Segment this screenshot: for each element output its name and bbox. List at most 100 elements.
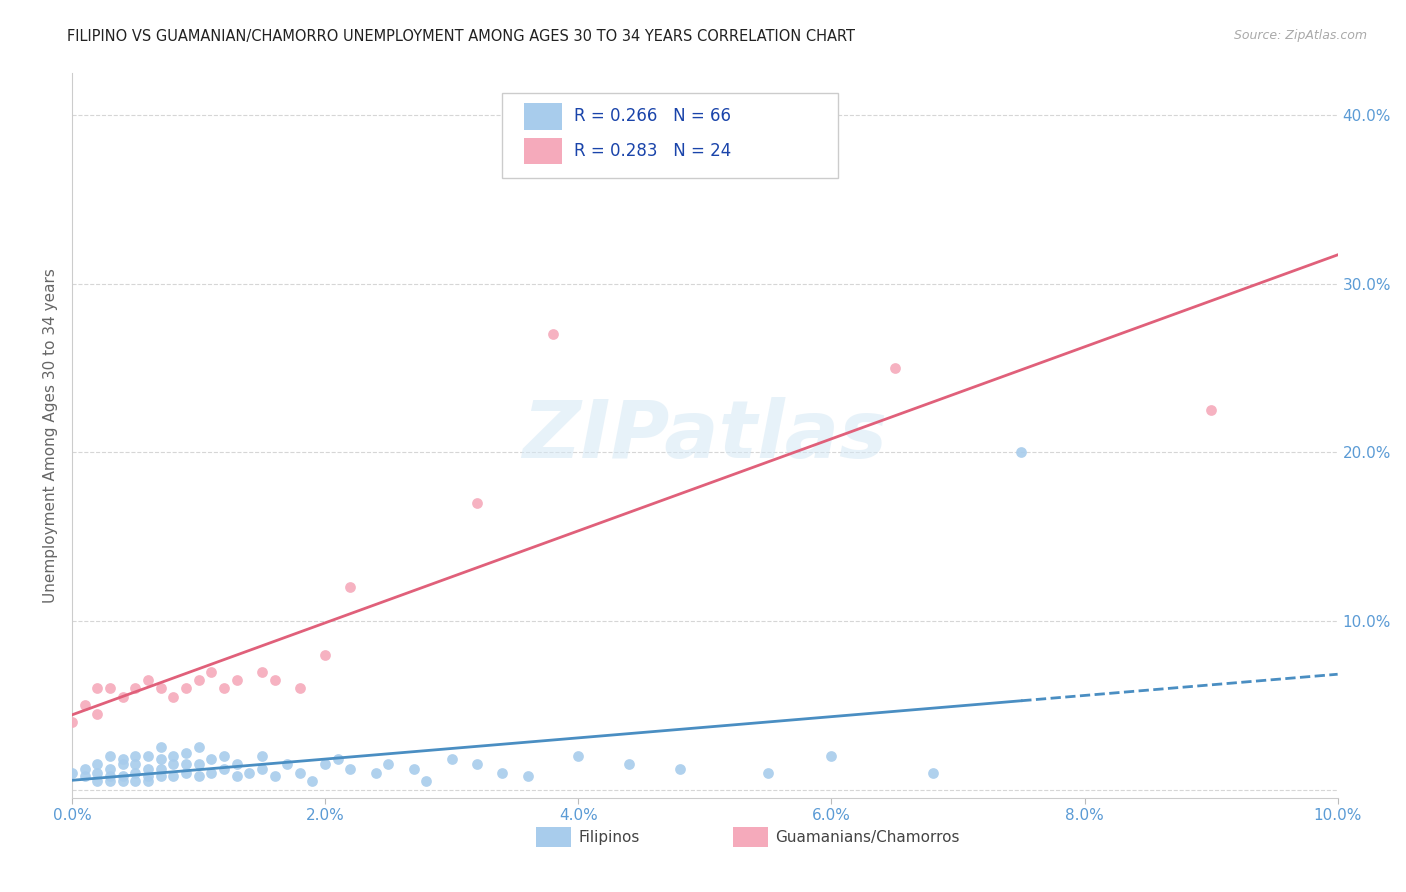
Point: [339, 580, 361, 594]
Point: [86, 706, 108, 721]
Text: R = 0.266   N = 66: R = 0.266 N = 66: [575, 107, 731, 126]
Point: [86, 765, 108, 780]
FancyBboxPatch shape: [502, 93, 838, 178]
Point: [567, 748, 589, 763]
Text: R = 0.283   N = 24: R = 0.283 N = 24: [575, 142, 731, 160]
Point: [149, 763, 172, 777]
Text: ZIPatlas: ZIPatlas: [522, 397, 887, 475]
Point: [1199, 403, 1222, 417]
Point: [314, 648, 336, 662]
Point: [86, 757, 108, 772]
Bar: [524, 103, 562, 129]
Point: [200, 752, 222, 766]
Point: [98, 774, 121, 789]
Point: [225, 673, 247, 687]
Point: [187, 769, 209, 783]
Point: [668, 763, 690, 777]
Point: [314, 757, 336, 772]
Text: Filipinos: Filipinos: [578, 830, 640, 845]
Point: [491, 765, 513, 780]
Point: [276, 757, 298, 772]
Point: [187, 673, 209, 687]
Point: [617, 757, 640, 772]
Point: [149, 752, 172, 766]
Point: [73, 763, 96, 777]
Point: [377, 757, 399, 772]
Point: [124, 774, 146, 789]
Point: [402, 763, 425, 777]
Point: [288, 681, 311, 696]
Point: [187, 757, 209, 772]
Point: [86, 681, 108, 696]
Point: [60, 765, 83, 780]
Point: [541, 327, 564, 342]
Point: [212, 681, 235, 696]
Point: [98, 748, 121, 763]
Point: [136, 769, 159, 783]
Point: [820, 748, 842, 763]
Point: [111, 774, 134, 789]
Point: [174, 746, 197, 760]
Point: [174, 765, 197, 780]
Point: [60, 715, 83, 730]
Point: [124, 748, 146, 763]
Point: [86, 774, 108, 789]
Point: [98, 681, 121, 696]
Bar: [536, 828, 571, 847]
Point: [225, 757, 247, 772]
Text: FILIPINO VS GUAMANIAN/CHAMORRO UNEMPLOYMENT AMONG AGES 30 TO 34 YEARS CORRELATIO: FILIPINO VS GUAMANIAN/CHAMORRO UNEMPLOYM…: [67, 29, 855, 44]
Point: [98, 769, 121, 783]
Point: [111, 690, 134, 704]
Point: [136, 748, 159, 763]
Point: [212, 748, 235, 763]
Point: [149, 681, 172, 696]
Point: [111, 769, 134, 783]
Point: [111, 752, 134, 766]
Point: [124, 765, 146, 780]
Point: [149, 740, 172, 755]
Point: [288, 765, 311, 780]
Point: [124, 757, 146, 772]
Bar: [733, 828, 768, 847]
Point: [364, 765, 387, 780]
Point: [415, 774, 437, 789]
Point: [111, 757, 134, 772]
Point: [200, 665, 222, 679]
Y-axis label: Unemployment Among Ages 30 to 34 years: Unemployment Among Ages 30 to 34 years: [44, 268, 58, 603]
Point: [124, 681, 146, 696]
Bar: [524, 137, 562, 163]
Point: [212, 763, 235, 777]
Point: [73, 698, 96, 713]
Point: [440, 752, 463, 766]
Point: [149, 769, 172, 783]
Point: [136, 774, 159, 789]
Point: [301, 774, 323, 789]
Point: [174, 757, 197, 772]
Point: [187, 740, 209, 755]
Point: [162, 748, 184, 763]
Point: [1010, 445, 1032, 459]
Point: [263, 673, 285, 687]
Text: Guamanians/Chamorros: Guamanians/Chamorros: [775, 830, 960, 845]
Point: [136, 673, 159, 687]
Text: Source: ZipAtlas.com: Source: ZipAtlas.com: [1233, 29, 1367, 42]
Point: [200, 765, 222, 780]
Point: [883, 361, 905, 376]
Point: [162, 757, 184, 772]
Point: [238, 765, 260, 780]
Point: [465, 757, 488, 772]
Point: [98, 763, 121, 777]
Point: [174, 681, 197, 696]
Point: [162, 690, 184, 704]
Point: [516, 769, 538, 783]
Point: [136, 763, 159, 777]
Point: [263, 769, 285, 783]
Point: [756, 765, 779, 780]
Point: [162, 769, 184, 783]
Point: [339, 763, 361, 777]
Point: [921, 765, 943, 780]
Point: [225, 769, 247, 783]
Point: [250, 665, 273, 679]
Point: [250, 748, 273, 763]
Point: [73, 769, 96, 783]
